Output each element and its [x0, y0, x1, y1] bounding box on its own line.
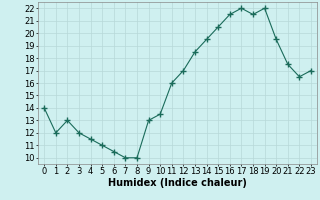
- X-axis label: Humidex (Indice chaleur): Humidex (Indice chaleur): [108, 178, 247, 188]
